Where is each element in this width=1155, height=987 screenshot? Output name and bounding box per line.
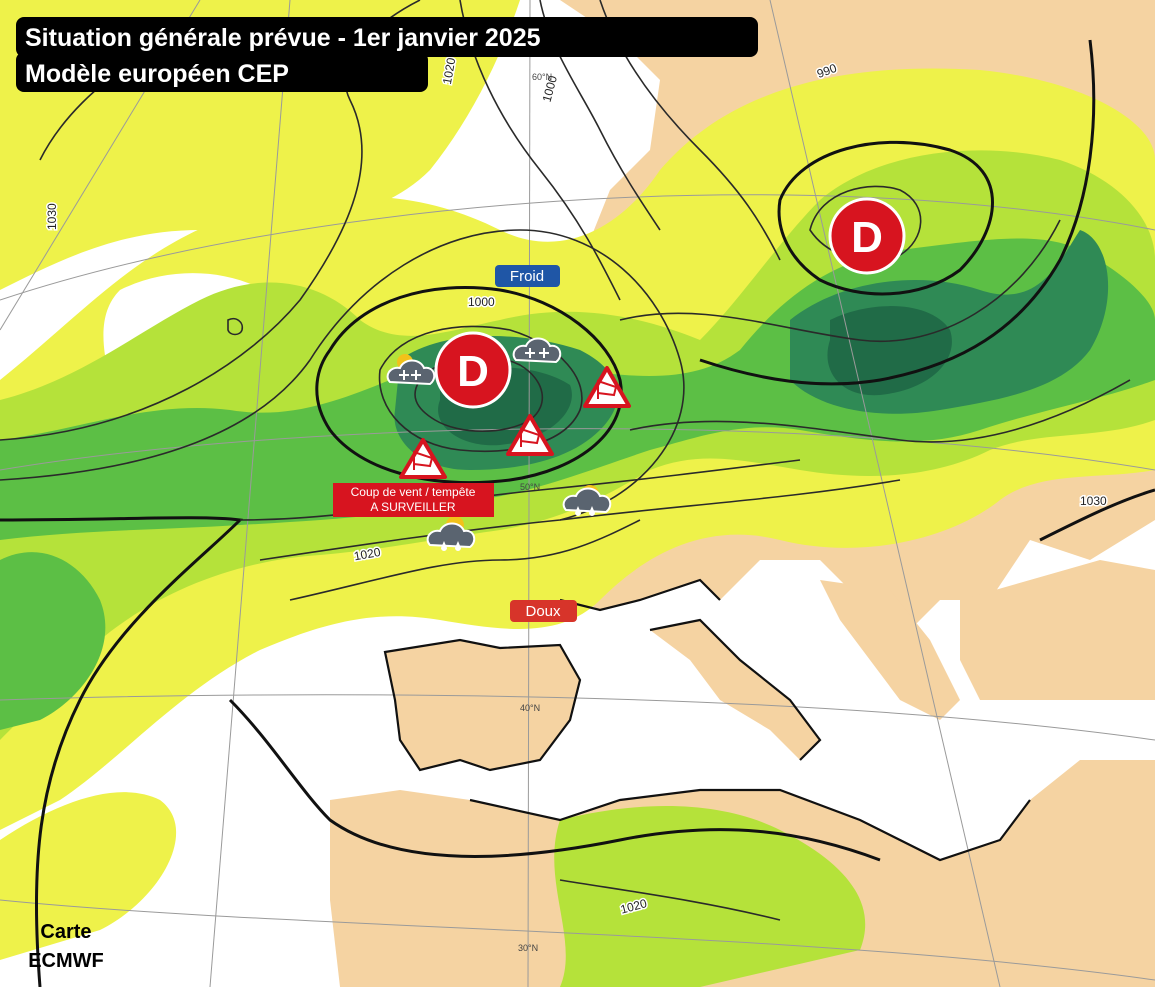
isobar-label: 1020 bbox=[440, 56, 458, 85]
latitude-label: 40°N bbox=[520, 703, 540, 713]
warning-label: Coup de vent / tempête A SURVEILLER bbox=[333, 483, 494, 517]
isobar-label: 1000 bbox=[468, 295, 495, 309]
latitude-label: 50°N bbox=[520, 482, 540, 492]
latitude-label: 60°N bbox=[532, 72, 552, 82]
title: Situation générale prévue - 1er janvier … bbox=[25, 24, 541, 52]
air-mass-label: Froid bbox=[495, 265, 560, 287]
warning-text: A SURVEILLER bbox=[370, 500, 455, 514]
mild-label: Doux bbox=[525, 603, 561, 620]
rain-icon bbox=[426, 516, 476, 551]
cold-label: Froid bbox=[510, 268, 544, 285]
windsock bbox=[413, 379, 618, 470]
low-label: D bbox=[457, 347, 489, 396]
isobar-label: 1020 bbox=[353, 545, 382, 563]
low-pressure: D bbox=[828, 197, 906, 275]
footer-text: ECMWF bbox=[28, 950, 104, 972]
footer-text: Carte bbox=[40, 921, 91, 943]
air-mass-label: Doux bbox=[510, 600, 577, 622]
warning-text: Coup de vent / tempête bbox=[351, 485, 476, 499]
isobar-label: 1030 bbox=[1080, 494, 1107, 508]
low-pressure: D bbox=[434, 331, 512, 409]
low-label: D bbox=[851, 213, 883, 262]
rain-icon bbox=[562, 485, 612, 516]
latitude-label: 30°N bbox=[518, 943, 538, 953]
snow-icon bbox=[386, 354, 436, 386]
isobar-label: 1030 bbox=[45, 203, 59, 230]
footer: Carte ECMWF bbox=[28, 921, 104, 972]
snow-icon bbox=[512, 337, 562, 364]
wind-warning-icon bbox=[399, 366, 631, 479]
subtitle: Modèle européen CEP bbox=[25, 60, 289, 88]
coastline bbox=[383, 578, 1031, 862]
isobar-labels: 1020 1000 990 1030 1000 1020 1030 1020 6… bbox=[44, 55, 1109, 953]
header: Situation générale prévue - 1er janvier … bbox=[16, 17, 758, 92]
